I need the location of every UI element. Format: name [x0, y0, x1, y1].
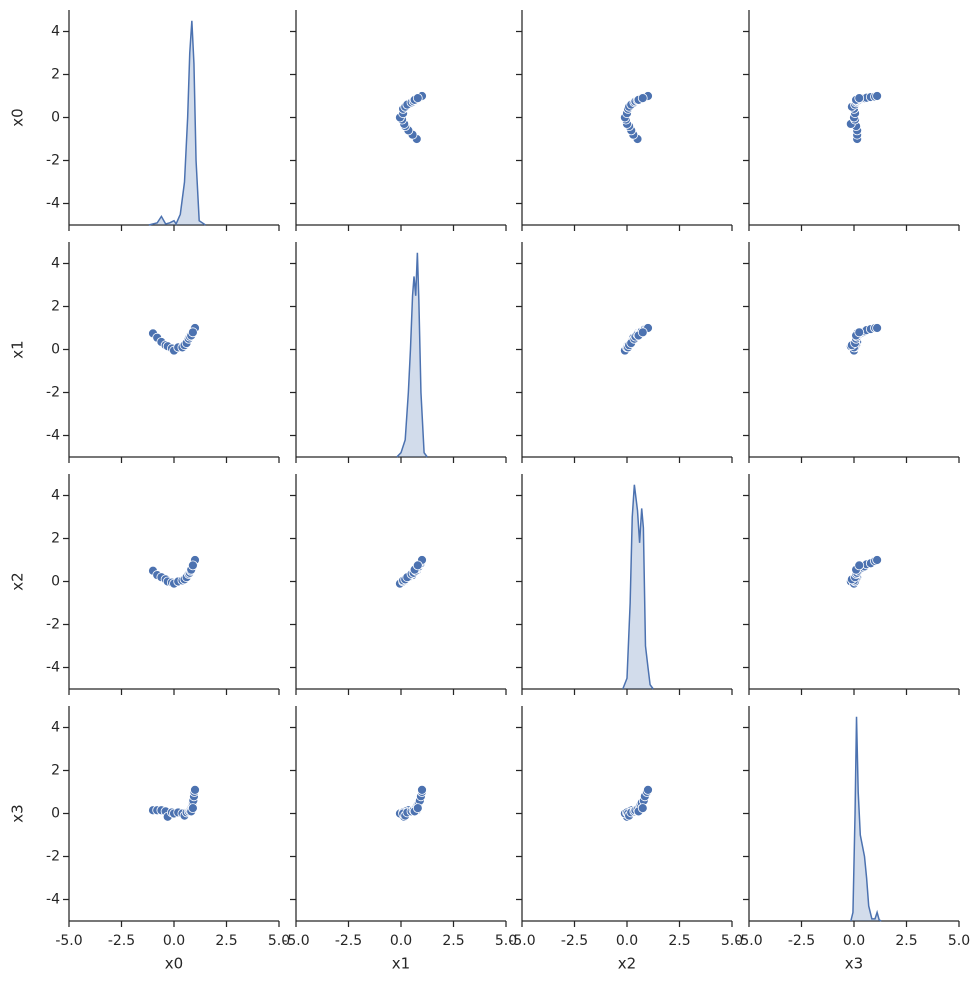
scatter-point [872, 91, 882, 101]
x-tick-label: 5.0 [721, 933, 743, 949]
x-axis-label: x3 [845, 955, 863, 973]
y-tick-label: -2 [46, 385, 60, 401]
kde-area [622, 484, 654, 689]
scatter-point [187, 327, 198, 338]
x-tick-label: 0.0 [616, 933, 638, 949]
x-tick-label: -2.5 [335, 933, 362, 949]
y-axis-label: x2 [9, 572, 27, 590]
x-tick-label: -5.0 [735, 933, 762, 949]
scatter-point [412, 560, 423, 571]
x-tick-label: -2.5 [788, 933, 815, 949]
scatter-point [187, 803, 198, 814]
x-tick-label: -2.5 [108, 933, 135, 949]
y-tick-label: 2 [51, 299, 60, 315]
scatter-point [637, 803, 648, 814]
x-axis-label: x1 [392, 955, 410, 973]
y-tick-label: -4 [46, 892, 60, 908]
x-tick-label: 2.5 [442, 933, 464, 949]
scatter-point [643, 784, 653, 795]
y-tick-label: 2 [51, 763, 60, 779]
y-tick-label: 0 [51, 342, 60, 358]
y-axis-label: x3 [9, 804, 27, 822]
scatter-point [637, 93, 648, 104]
kde-area [148, 20, 206, 225]
x-tick-label: 5.0 [495, 933, 517, 949]
y-tick-label: -2 [46, 849, 60, 865]
x-tick-label: 0.0 [843, 933, 865, 949]
x-tick-label: 0.0 [163, 933, 185, 949]
scatter-point [854, 93, 865, 104]
x-tick-label: -5.0 [55, 933, 82, 949]
x-tick-label: 2.5 [215, 933, 237, 949]
y-tick-label: 0 [51, 574, 60, 590]
x-axis-label: x0 [165, 955, 183, 973]
x-tick-label: 2.5 [895, 933, 917, 949]
kde-line [396, 252, 428, 458]
x-tick-label: -5.0 [282, 933, 309, 949]
scatter-point [417, 784, 427, 795]
scatter-point [412, 93, 423, 104]
scatter-point [854, 327, 865, 338]
y-tick-label: 2 [51, 531, 60, 547]
x-tick-label: -5.0 [508, 933, 535, 949]
scatter-point [187, 560, 198, 571]
scatter-point [854, 560, 865, 571]
kde-line [850, 716, 882, 922]
x-tick-label: 2.5 [668, 933, 690, 949]
y-tick-label: 4 [51, 720, 60, 736]
y-tick-label: -4 [46, 196, 60, 212]
y-tick-label: 4 [51, 488, 60, 504]
y-tick-label: -4 [46, 428, 60, 444]
x-tick-label: 5.0 [948, 933, 970, 949]
kde-area [396, 252, 428, 457]
y-tick-label: 4 [51, 256, 60, 272]
scatter-point [872, 555, 882, 565]
y-axis-label: x1 [9, 340, 27, 358]
y-axis-label: x0 [9, 108, 27, 126]
y-tick-label: -2 [46, 153, 60, 169]
y-tick-label: 4 [51, 24, 60, 40]
y-tick-label: -2 [46, 617, 60, 633]
scatter-point [872, 323, 882, 333]
kde-area [850, 716, 882, 921]
kde-line [148, 20, 206, 226]
kde-line [622, 484, 654, 690]
x-axis-label: x2 [618, 955, 636, 973]
scatter-point [190, 784, 200, 795]
scatter-point [412, 803, 423, 814]
y-tick-label: -4 [46, 660, 60, 676]
x-tick-label: 0.0 [390, 933, 412, 949]
x-tick-label: -2.5 [561, 933, 588, 949]
y-tick-label: 0 [51, 110, 60, 126]
scatter-point [637, 327, 648, 338]
y-tick-label: 2 [51, 67, 60, 83]
y-tick-label: 0 [51, 806, 60, 822]
x-tick-label: 5.0 [268, 933, 290, 949]
